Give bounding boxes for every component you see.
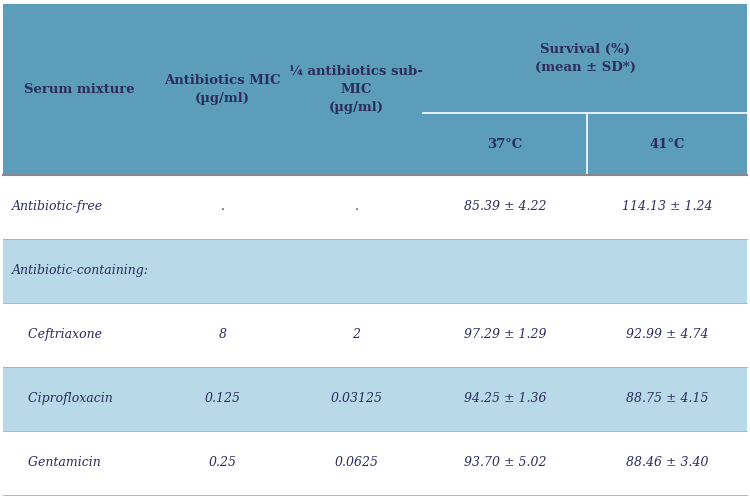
Text: Ciprofloxacin: Ciprofloxacin [12,392,112,405]
Bar [155,4,290,175]
Bar [3,239,747,303]
Text: 37°C: 37°C [488,138,523,151]
Text: 0.125: 0.125 [205,392,241,405]
Text: 88.46 ± 3.40: 88.46 ± 3.40 [626,457,708,470]
Text: Serum mixture: Serum mixture [24,83,134,96]
Text: 0.03125: 0.03125 [331,392,382,405]
Text: 88.75 ± 4.15: 88.75 ± 4.15 [626,392,708,405]
Text: 114.13 ± 1.24: 114.13 ± 1.24 [622,200,712,213]
Text: .: . [355,200,358,213]
Bar [3,4,155,175]
Bar [424,4,747,175]
Bar [3,175,747,239]
Text: 93.70 ± 5.02: 93.70 ± 5.02 [464,457,547,470]
Bar [3,303,747,367]
Text: 85.39 ± 4.22: 85.39 ± 4.22 [464,200,547,213]
Text: 0.0625: 0.0625 [334,457,379,470]
Text: ¼ antibiotics sub-
MIC
(µg/ml): ¼ antibiotics sub- MIC (µg/ml) [290,65,423,114]
Text: 94.25 ± 1.36: 94.25 ± 1.36 [464,392,547,405]
Text: Antibiotic-free: Antibiotic-free [12,200,103,213]
Text: 97.29 ± 1.29: 97.29 ± 1.29 [464,328,547,341]
Text: 41°C: 41°C [650,138,685,151]
Bar [3,431,747,495]
Text: 92.99 ± 4.74: 92.99 ± 4.74 [626,328,708,341]
Text: Gentamicin: Gentamicin [12,457,100,470]
Text: Antibiotic-containing:: Antibiotic-containing: [12,264,148,277]
Text: 0.25: 0.25 [209,457,236,470]
Bar [3,367,747,431]
Text: Survival (%)
(mean ± SD*): Survival (%) (mean ± SD*) [535,43,636,74]
Text: .: . [220,200,224,213]
Text: 2: 2 [352,328,361,341]
Text: Antibiotics MIC
(µg/ml): Antibiotics MIC (µg/ml) [164,74,280,105]
Text: Ceftriaxone: Ceftriaxone [12,328,102,341]
Bar [290,4,424,175]
Text: 8: 8 [218,328,226,341]
